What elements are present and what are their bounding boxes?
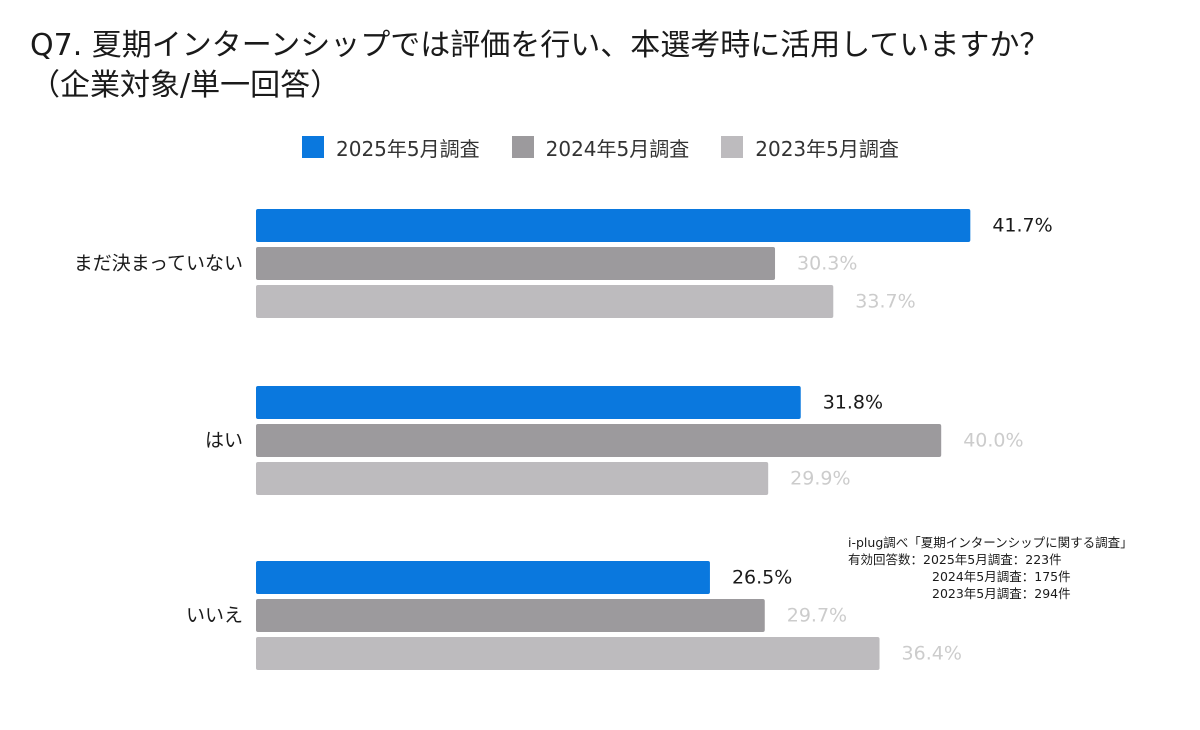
responses-2024: 2024年5月調査：175件 bbox=[932, 569, 1071, 584]
responses-2023: 2023年5月調査：294件 bbox=[932, 586, 1071, 601]
legend-label-2024: 2024年5月調査 bbox=[545, 136, 690, 161]
bar bbox=[256, 285, 834, 318]
title-line-1: Q7. 夏期インターンシップでは評価を行い、本選考時に活用していますか？ bbox=[30, 28, 1050, 63]
bar bbox=[256, 599, 765, 632]
data-label: 40.0% bbox=[963, 430, 1023, 452]
legend-swatch-2025 bbox=[302, 136, 324, 158]
data-label: 29.7% bbox=[787, 605, 847, 627]
legend-item-2023: 2023年5月調査 bbox=[721, 133, 899, 162]
category-label: まだ決まっていない bbox=[74, 253, 243, 275]
responses-2025: 有効回答数：2025年5月調査：223件 bbox=[848, 552, 1062, 567]
category-label: いいえ bbox=[186, 605, 243, 627]
data-label: 30.3% bbox=[797, 253, 857, 275]
legend-swatch-2024 bbox=[511, 136, 534, 158]
bar bbox=[256, 247, 776, 280]
data-label: 31.8% bbox=[823, 392, 883, 414]
legend-swatch-2023 bbox=[721, 136, 744, 158]
bar bbox=[256, 561, 710, 594]
legend-label-2023: 2023年5月調査 bbox=[755, 136, 899, 161]
legend-item-2024: 2024年5月調査 bbox=[511, 133, 690, 162]
bar bbox=[256, 462, 769, 495]
data-label: 33.7% bbox=[855, 291, 915, 313]
source-note: i-plug調べ「夏期インターンシップに関する調査」 有効回答数：2025年5月… bbox=[848, 534, 1133, 602]
bar bbox=[256, 386, 801, 419]
data-label: 41.7% bbox=[992, 215, 1052, 237]
bar bbox=[256, 424, 942, 457]
bar bbox=[256, 209, 971, 242]
category-label: はい bbox=[205, 430, 243, 452]
data-label: 29.9% bbox=[790, 468, 850, 490]
title-line-2: （企業対象/単一回答） bbox=[30, 68, 341, 103]
bar bbox=[256, 637, 880, 670]
legend-label-2025: 2025年5月調査 bbox=[336, 136, 480, 161]
source-text: i-plug調べ「夏期インターンシップに関する調査」 bbox=[848, 535, 1133, 550]
data-label: 26.5% bbox=[732, 567, 792, 589]
legend: 2025年5月調査 2024年5月調査 2023年5月調査 bbox=[302, 132, 931, 162]
data-label: 36.4% bbox=[902, 643, 962, 665]
legend-item-2025: 2025年5月調査 bbox=[302, 133, 480, 162]
chart-title: Q7. 夏期インターンシップでは評価を行い、本選考時に活用していますか？ （企業… bbox=[30, 26, 1180, 106]
